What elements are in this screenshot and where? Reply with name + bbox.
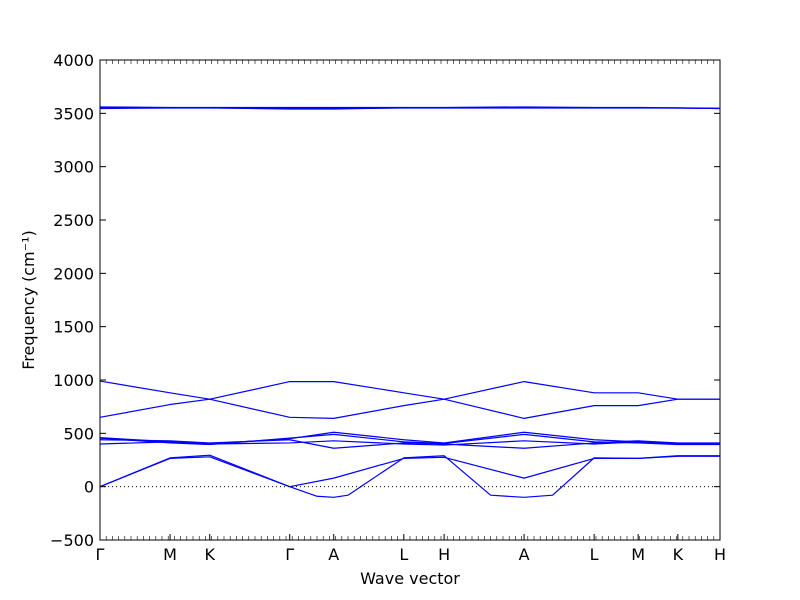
y-tick-label: 2500 [53, 211, 94, 230]
band-line-6 [99, 433, 720, 446]
band-line-8 [99, 380, 720, 400]
x-tick-label: M [631, 545, 645, 564]
y-axis-ticks: −500 0 500 1000 1500 2000 2500 3000 3500 4000 [50, 51, 720, 550]
plot-frame [99, 59, 721, 541]
band-line-2 [99, 454, 720, 498]
x-tick-label: H [714, 545, 726, 564]
y-tick-label: 500 [63, 424, 94, 443]
x-tick-label: K [673, 545, 684, 564]
y-tick-label: 1000 [53, 371, 94, 390]
band-line-1 [99, 455, 720, 488]
y-tick-label: 3000 [53, 158, 94, 177]
y-tick-label: 3500 [53, 104, 94, 123]
x-tick-label: A [519, 545, 530, 564]
x-tick-label: H [438, 545, 450, 564]
x-tick-label: Γ [96, 545, 105, 564]
y-axis-label: Frequency (cm⁻¹) [19, 230, 38, 369]
minor-tick-marks [99, 60, 721, 540]
x-tick-label: L [399, 545, 408, 564]
y-tick-label: 1500 [53, 318, 94, 337]
y-tick-label: −500 [50, 531, 94, 550]
band-line-7 [99, 398, 720, 419]
y-tick-label: 4000 [53, 51, 94, 70]
y-tick-label: 0 [84, 478, 94, 497]
x-tick-label: Γ [285, 545, 294, 564]
band-line-11 [99, 106, 721, 109]
x-tick-label: L [590, 545, 599, 564]
y-tick-label: 2000 [53, 264, 94, 283]
x-tick-label: A [328, 545, 339, 564]
x-tick-label: K [204, 545, 215, 564]
series-layer [99, 106, 721, 498]
band-line-5 [99, 431, 720, 445]
band-line-4 [99, 439, 720, 449]
x-tick-label: M [163, 545, 177, 564]
x-axis-label: Wave vector [360, 569, 460, 588]
